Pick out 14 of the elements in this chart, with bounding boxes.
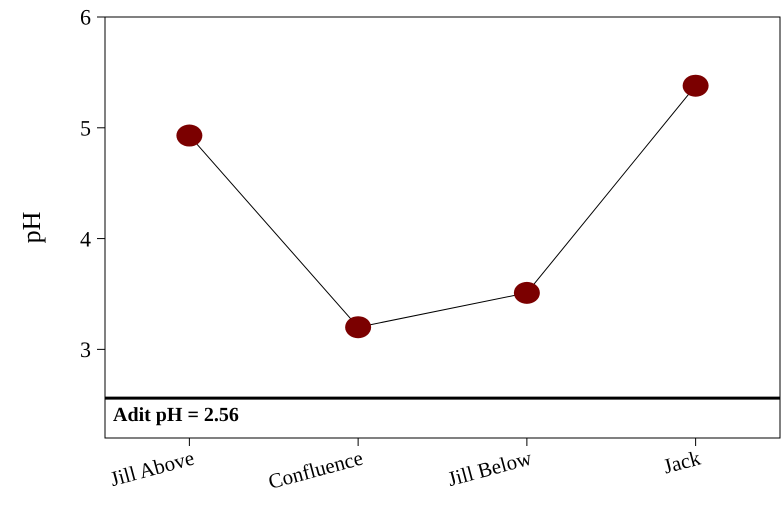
- point: [514, 282, 540, 304]
- ref-line-label: Adit pH = 2.56: [113, 404, 239, 426]
- y-tick-label: 3: [80, 337, 91, 362]
- y-axis-title: pH: [17, 211, 46, 244]
- x-tick-label: Jill Above: [108, 446, 197, 492]
- x-tick-label: Confluence: [266, 446, 366, 494]
- y-tick-label: 5: [80, 115, 91, 140]
- x-tick-label: Jack: [660, 446, 704, 478]
- point: [345, 316, 372, 338]
- point: [682, 74, 709, 97]
- y-tick-label: 6: [80, 4, 91, 30]
- point: [176, 124, 202, 147]
- y-tick-label: 4: [80, 226, 91, 252]
- x-tick-label: Jill Below: [445, 445, 535, 492]
